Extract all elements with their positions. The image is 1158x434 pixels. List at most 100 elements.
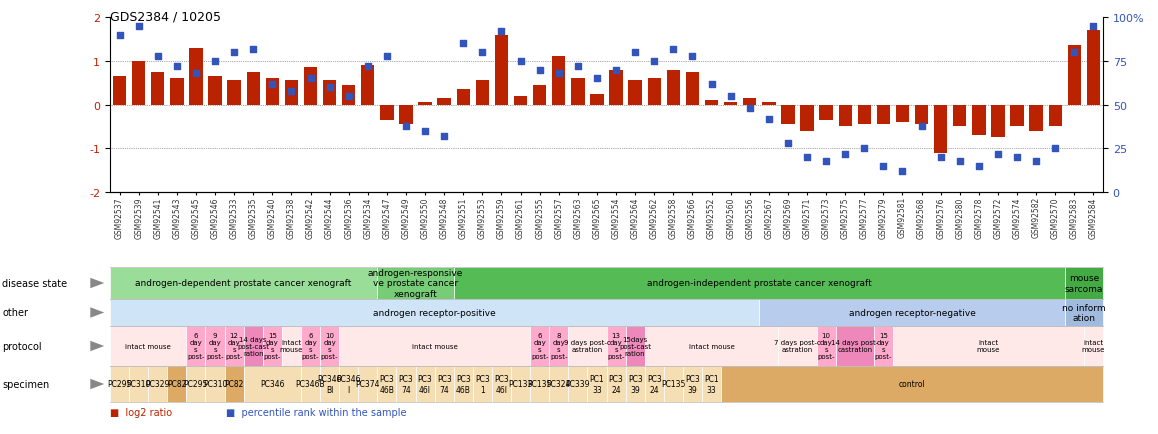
Point xyxy=(110,32,129,39)
Bar xyxy=(667,70,680,105)
Text: PC3
74: PC3 74 xyxy=(398,375,413,394)
Point xyxy=(1027,158,1046,164)
Text: specimen: specimen xyxy=(2,379,50,389)
Text: PC295: PC295 xyxy=(108,380,132,388)
Text: PC374: PC374 xyxy=(356,380,380,388)
Text: ■  log2 ratio: ■ log2 ratio xyxy=(110,407,173,417)
Point xyxy=(740,105,758,112)
Text: PC346
BI: PC346 BI xyxy=(317,375,342,394)
Text: androgen-dependent prostate cancer xenograft: androgen-dependent prostate cancer xenog… xyxy=(135,279,352,288)
Text: PC135: PC135 xyxy=(528,380,552,388)
Bar xyxy=(571,79,585,105)
Bar xyxy=(1011,105,1024,127)
Text: PC3
46I: PC3 46I xyxy=(418,375,432,394)
Text: 14 days post-
castration: 14 days post- castration xyxy=(831,340,879,353)
Point xyxy=(339,93,358,100)
Point xyxy=(816,158,835,164)
Point xyxy=(874,163,893,170)
Bar xyxy=(361,66,374,105)
Text: intact
mouse: intact mouse xyxy=(1082,340,1105,353)
Text: 9
day
s
post-: 9 day s post- xyxy=(206,333,223,360)
Text: PC1
33: PC1 33 xyxy=(704,375,719,394)
Point xyxy=(721,93,740,100)
Text: 12
day
s
post-: 12 day s post- xyxy=(226,333,243,360)
Bar xyxy=(418,103,432,105)
Bar xyxy=(303,68,317,105)
Bar xyxy=(227,81,241,105)
Bar xyxy=(915,105,929,125)
Text: intact mouse: intact mouse xyxy=(412,343,457,349)
Point xyxy=(130,23,148,30)
Text: mouse
sarcoma: mouse sarcoma xyxy=(1064,274,1104,293)
Text: PC324: PC324 xyxy=(547,380,571,388)
Bar xyxy=(170,79,183,105)
Text: 10
day
s
post-: 10 day s post- xyxy=(321,333,338,360)
Point xyxy=(969,163,988,170)
Point xyxy=(989,151,1007,158)
Text: protocol: protocol xyxy=(2,341,42,351)
Point xyxy=(359,63,378,70)
Bar xyxy=(342,85,356,105)
Text: 15days
post-cast
ration: 15days post-cast ration xyxy=(620,336,651,356)
Bar xyxy=(800,105,814,132)
Text: PC3
39: PC3 39 xyxy=(628,375,643,394)
Point xyxy=(664,46,682,53)
Point xyxy=(550,70,569,77)
Bar xyxy=(208,77,221,105)
Text: intact
mouse: intact mouse xyxy=(280,340,303,353)
Text: PC346B: PC346B xyxy=(295,380,325,388)
Point xyxy=(492,29,511,36)
Text: intact
mouse: intact mouse xyxy=(976,340,1001,353)
Bar xyxy=(456,90,470,105)
Bar xyxy=(705,101,718,105)
Text: 6
day
s
post-: 6 day s post- xyxy=(530,333,549,360)
Bar xyxy=(896,105,909,123)
Point xyxy=(855,145,873,152)
Point xyxy=(416,128,434,135)
Text: 13
day
s
post-: 13 day s post- xyxy=(607,333,625,360)
Bar xyxy=(533,85,547,105)
Text: no inform
ation: no inform ation xyxy=(1062,303,1106,322)
Bar xyxy=(151,72,164,105)
Bar xyxy=(935,105,947,153)
Point xyxy=(435,133,454,140)
Point xyxy=(244,46,263,53)
Text: 6
day
s
post-: 6 day s post- xyxy=(302,333,320,360)
Bar xyxy=(247,72,259,105)
Bar xyxy=(647,79,661,105)
Bar xyxy=(438,99,450,105)
Point xyxy=(683,53,702,60)
Text: control: control xyxy=(899,380,925,388)
Bar xyxy=(285,81,298,105)
Text: 14 days
post-cast
ration: 14 days post-cast ration xyxy=(237,336,269,356)
Bar xyxy=(476,81,489,105)
Point xyxy=(951,158,969,164)
Text: 15
day
s
post-: 15 day s post- xyxy=(264,333,281,360)
Text: 15
day
s
post-: 15 day s post- xyxy=(874,333,892,360)
Point xyxy=(530,67,549,74)
Bar xyxy=(953,105,967,127)
Point xyxy=(474,49,492,56)
Bar xyxy=(838,105,852,127)
Bar xyxy=(112,77,126,105)
Bar xyxy=(686,72,699,105)
Bar xyxy=(1086,31,1100,105)
Bar xyxy=(265,79,279,105)
Text: other: other xyxy=(2,308,28,318)
Text: intact mouse: intact mouse xyxy=(689,343,734,349)
Bar xyxy=(762,103,776,105)
Bar xyxy=(514,96,527,105)
Point xyxy=(625,49,644,56)
Bar xyxy=(820,105,833,121)
Bar xyxy=(782,105,794,125)
Bar xyxy=(132,62,145,105)
Text: 9 days post-c
astration: 9 days post-c astration xyxy=(564,340,610,353)
Text: androgen-independent prostate cancer xenograft: androgen-independent prostate cancer xen… xyxy=(647,279,872,288)
Bar xyxy=(1049,105,1062,127)
Text: PC346
I: PC346 I xyxy=(337,375,361,394)
Text: PC133: PC133 xyxy=(508,380,533,388)
Point xyxy=(283,88,301,95)
Bar xyxy=(609,70,623,105)
Text: PC3
39: PC3 39 xyxy=(686,375,699,394)
Text: PC3
74: PC3 74 xyxy=(437,375,452,394)
